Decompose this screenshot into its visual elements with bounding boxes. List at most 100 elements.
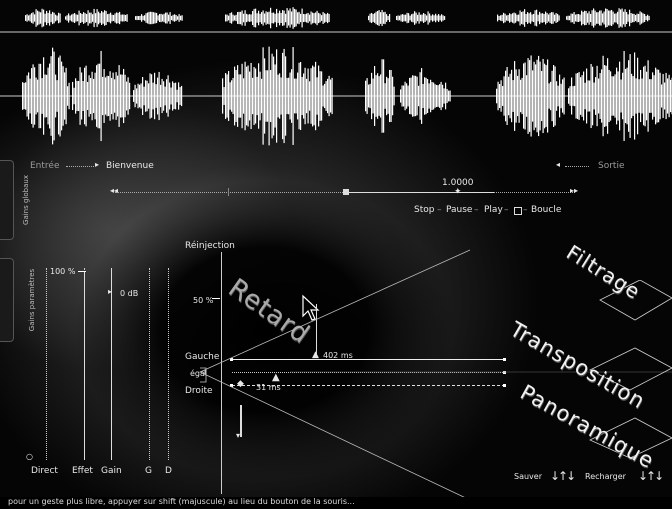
load-preset-button[interactable]: Recharger (585, 472, 626, 481)
left-delay-slider[interactable] (232, 359, 505, 360)
waveform-sample (540, 13, 542, 23)
input-source-selector[interactable]: Bienvenue (106, 161, 154, 171)
direct-fader-track[interactable] (46, 268, 47, 460)
waveform-sample (140, 83, 142, 109)
play-button[interactable]: Play (484, 205, 503, 215)
waveform-sample (368, 84, 370, 108)
waveform-sample (369, 13, 371, 23)
waveform-sample (108, 13, 110, 23)
waveform-sample (83, 12, 85, 24)
left-delay-handle[interactable]: ▲ (312, 350, 319, 360)
speed-track[interactable] (349, 192, 494, 193)
waveform-sample (44, 13, 46, 23)
gain-fader-track[interactable] (111, 268, 112, 460)
waveform-sample (226, 74, 228, 118)
waveform-sample (28, 72, 30, 120)
waveform-sample (231, 80, 233, 112)
waveform-sample (552, 12, 554, 24)
waveform-sample (397, 15, 399, 21)
waveform-sample (50, 56, 52, 136)
load-preset-icon[interactable]: ↓↑↓ (638, 469, 664, 483)
waveform-sample (641, 78, 643, 114)
waveform-sample (419, 72, 421, 120)
waveform-sample (274, 13, 276, 23)
waveform-sample (163, 13, 165, 23)
waveform-sample (503, 12, 505, 24)
waveform-sample (149, 73, 151, 119)
stop-button[interactable]: Stop (414, 205, 435, 215)
reinjection-fader-handle[interactable] (212, 298, 220, 299)
equal-delay-toggle[interactable]: égal (190, 369, 208, 378)
reinjection-fader-track[interactable] (221, 252, 222, 494)
waveform-sample (110, 12, 112, 24)
waveform-sample (69, 15, 71, 21)
waveform-sample (37, 79, 39, 113)
waveform-sample (330, 79, 332, 113)
waveform-sample (558, 15, 560, 21)
waveform-sample (437, 85, 439, 107)
effet-fader-handle[interactable] (78, 271, 86, 272)
waveform-sample (117, 12, 119, 24)
right-channel-fader-track[interactable] (168, 268, 169, 460)
waveform-sample (117, 75, 119, 117)
input-connector (66, 166, 94, 167)
save-preset-icon[interactable]: ↓↑↓ (550, 469, 576, 483)
waveform-sample (614, 13, 616, 23)
rewind-icon[interactable]: ◂◂ (110, 186, 119, 195)
waveform-sample (25, 82, 27, 110)
waveform-sample (668, 74, 670, 118)
waveform-sample (566, 16, 568, 20)
waveform-sample (256, 13, 258, 23)
speed-handle[interactable]: ✦ (454, 187, 462, 197)
waveform-sample (640, 69, 642, 123)
waveform-sample (168, 14, 170, 22)
waveform-sample (181, 85, 183, 107)
right-delay-handle[interactable]: ◆ (237, 379, 244, 389)
waveform-sample (661, 84, 663, 108)
waveform-sample (244, 61, 246, 131)
fast-forward-icon[interactable]: ▸▸ (570, 186, 579, 195)
waveform-sample (392, 76, 394, 116)
equal-link-end (503, 371, 506, 374)
waveform-sample (664, 82, 666, 110)
waveform-sample (120, 74, 122, 118)
waveform-sample (59, 13, 61, 23)
reinjection-value: 50 % (193, 296, 214, 305)
waveform-sample (137, 83, 139, 109)
waveform-sample (602, 13, 604, 23)
waveform-sample (448, 90, 450, 102)
waveform-overview[interactable] (0, 0, 672, 40)
pause-button[interactable]: Pause (446, 205, 473, 215)
waveform-sample (115, 72, 117, 120)
waveform-sample (114, 13, 116, 23)
waveform-sample (653, 75, 655, 117)
waveform-sample (534, 10, 536, 26)
waveform-sample (307, 68, 309, 124)
left-channel-fader-track[interactable] (149, 268, 150, 460)
tab-parameter-gains[interactable]: Gains paramètres (0, 258, 36, 342)
waveform-sample (241, 63, 243, 129)
tab-global-gains[interactable]: Gains globaux (0, 160, 30, 240)
waveform-sample (538, 55, 540, 137)
waveform-sample (524, 9, 526, 27)
waveform-sample (499, 84, 501, 108)
waveform-sample (159, 13, 161, 23)
loop-label[interactable]: Boucle (531, 205, 562, 215)
waveform-sample (325, 81, 327, 111)
gain-handle-icon[interactable]: ▸ (108, 287, 113, 296)
waveform-sample (403, 14, 405, 22)
playback-position-handle[interactable] (343, 189, 349, 195)
output-label[interactable]: Sortie (598, 161, 625, 171)
waveform-sample (328, 75, 330, 117)
save-preset-button[interactable]: Sauver (514, 472, 542, 481)
waveform-sample (303, 13, 305, 23)
direct-fader-handle[interactable]: ○ (26, 452, 33, 461)
waveform-sample (497, 14, 499, 22)
left-channel-label: G (145, 466, 152, 476)
waveform-sample (629, 54, 631, 138)
right-delay-slider[interactable] (232, 385, 505, 386)
waveform-sample (139, 84, 141, 108)
waveform-main[interactable] (0, 36, 672, 156)
loop-checkbox[interactable] (514, 207, 522, 215)
waveform-sample (596, 65, 598, 127)
